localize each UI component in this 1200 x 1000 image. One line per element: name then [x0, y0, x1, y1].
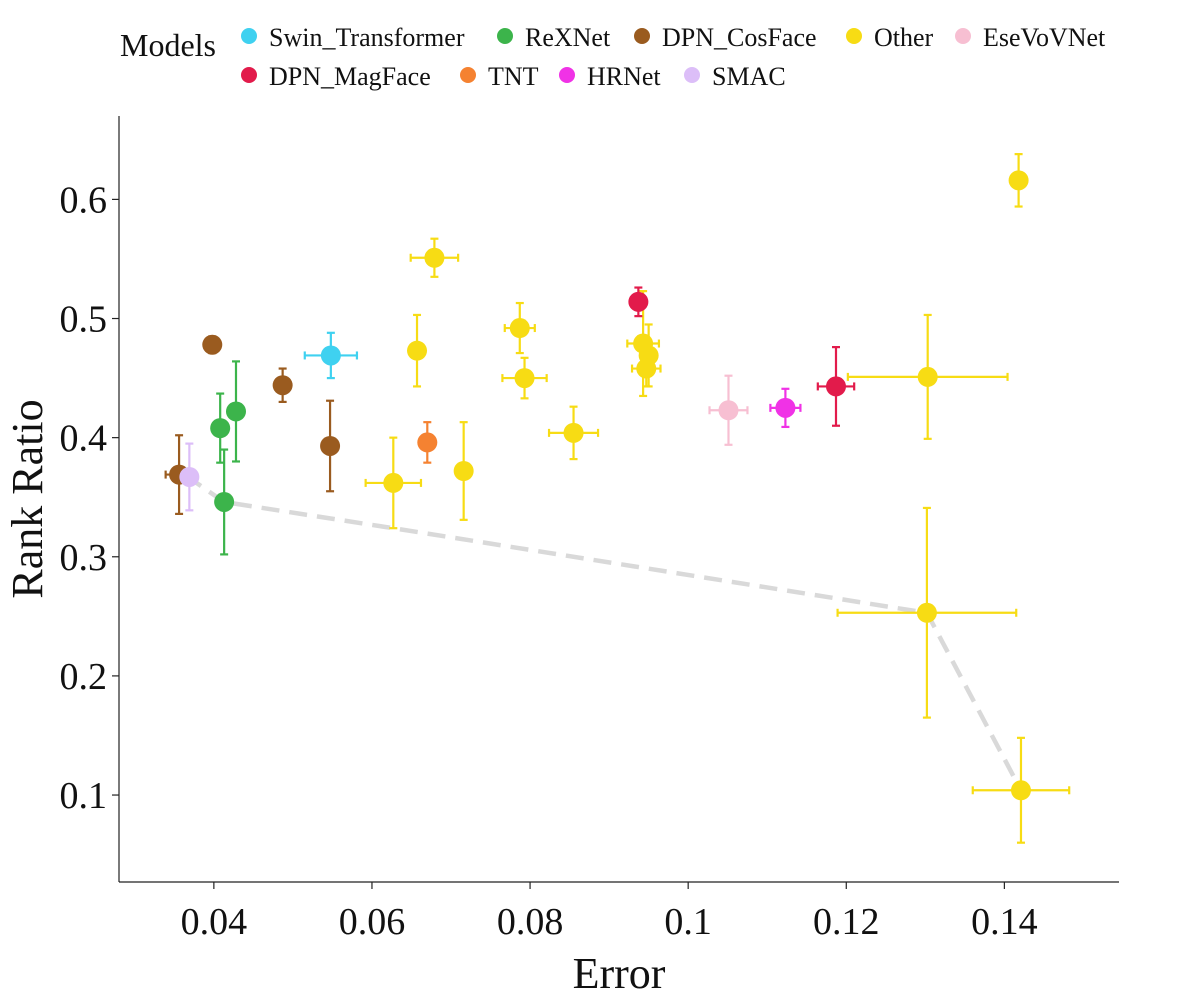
- legend-label: HRNet: [587, 62, 661, 91]
- legend-item-other: Other: [846, 23, 934, 52]
- data-point-dpn-cosface: [202, 334, 223, 355]
- series-dpn-cosface: [164, 334, 341, 515]
- x-tick-label: 0.04: [181, 901, 248, 943]
- legend-marker: [559, 67, 575, 83]
- legend-label: ReXNet: [525, 23, 611, 52]
- data-point-other: [636, 358, 657, 379]
- legend-label: TNT: [488, 62, 539, 91]
- legend-item-smac: SMAC: [684, 62, 786, 91]
- legend-marker: [497, 28, 513, 44]
- pareto-frontier-line: [184, 473, 1023, 792]
- legend-label: Other: [874, 23, 934, 52]
- y-tick-label: 0.3: [60, 537, 108, 579]
- legend: Models Swin_Transformer ReXNet DPN_CosFace…: [120, 23, 1106, 91]
- y-axis-ticks: 0.1 0.2 0.3 0.4 0.5 0.6: [60, 179, 119, 817]
- legend-item-dpn-magface: DPN_MagFace: [241, 62, 431, 91]
- data-point-dpn-magface: [825, 376, 846, 397]
- data-point-rexnet: [210, 418, 231, 439]
- y-tick-label: 0.4: [60, 418, 108, 460]
- legend-marker: [955, 28, 971, 44]
- legend-item-hrnet: HRNet: [559, 62, 661, 91]
- y-tick-label: 0.1: [60, 775, 108, 817]
- data-point-other: [1008, 170, 1029, 191]
- legend-marker: [846, 28, 862, 44]
- series-dpn-magface: [628, 286, 856, 427]
- legend-marker: [684, 67, 700, 83]
- data-point-other: [916, 602, 937, 623]
- data-point-other: [383, 472, 404, 493]
- legend-marker: [460, 67, 476, 83]
- legend-label: DPN_CosFace: [662, 23, 817, 52]
- y-axis-title: Rank Ratio: [3, 399, 52, 598]
- legend-item-esevovnet: EseVoVNet: [955, 23, 1106, 52]
- series-smac: [179, 442, 200, 512]
- legend-title: Models: [120, 27, 216, 63]
- y-tick-label: 0.6: [60, 179, 108, 221]
- data-point-rexnet: [225, 401, 246, 422]
- series-tnt: [417, 421, 438, 464]
- legend-item-rexnet: ReXNet: [497, 23, 611, 52]
- x-tick-label: 0.08: [497, 901, 564, 943]
- series-esevovnet: [708, 374, 749, 446]
- legend-item-tnt: TNT: [460, 62, 539, 91]
- legend-label: DPN_MagFace: [269, 62, 431, 91]
- data-point-other: [1010, 780, 1031, 801]
- series-rexnet: [210, 360, 246, 556]
- y-tick-label: 0.2: [60, 656, 108, 698]
- data-point-other: [509, 318, 530, 339]
- data-point-other: [514, 368, 535, 389]
- legend-marker: [634, 28, 650, 44]
- series-swin-transformer: [303, 331, 359, 380]
- data-point-other: [453, 461, 474, 482]
- legend-marker: [241, 28, 257, 44]
- data-point-other: [407, 340, 428, 361]
- x-axis-title: Error: [573, 949, 666, 998]
- data-point-other: [917, 366, 938, 387]
- data-points: [164, 153, 1071, 844]
- data-point-rexnet: [214, 491, 235, 512]
- data-point-dpn-cosface: [320, 435, 341, 456]
- data-point-tnt: [417, 432, 438, 453]
- series-other: [364, 153, 1071, 844]
- data-point-swin-transformer: [320, 345, 341, 366]
- legend-label: Swin_Transformer: [269, 23, 465, 52]
- data-point-hrnet: [775, 397, 796, 418]
- legend-item-dpn-cosface: DPN_CosFace: [634, 23, 817, 52]
- data-point-dpn-magface: [628, 291, 649, 312]
- legend-label: EseVoVNet: [983, 23, 1106, 52]
- x-tick-label: 0.06: [339, 901, 406, 943]
- data-point-dpn-cosface: [272, 375, 293, 396]
- x-axis-ticks: 0.04 0.06 0.08 0.1 0.12 0.14: [181, 882, 1038, 943]
- y-tick-label: 0.5: [60, 299, 108, 341]
- data-point-other: [563, 422, 584, 443]
- series-hrnet: [769, 387, 802, 429]
- data-point-esevovnet: [718, 400, 739, 421]
- data-point-other: [424, 247, 445, 268]
- x-tick-label: 0.12: [813, 901, 880, 943]
- legend-item-swin-transformer: Swin_Transformer: [241, 23, 465, 52]
- data-point-smac: [179, 466, 200, 487]
- x-tick-label: 0.14: [971, 901, 1038, 943]
- legend-marker: [241, 67, 257, 83]
- legend-label: SMAC: [712, 62, 786, 91]
- x-tick-label: 0.1: [664, 901, 712, 943]
